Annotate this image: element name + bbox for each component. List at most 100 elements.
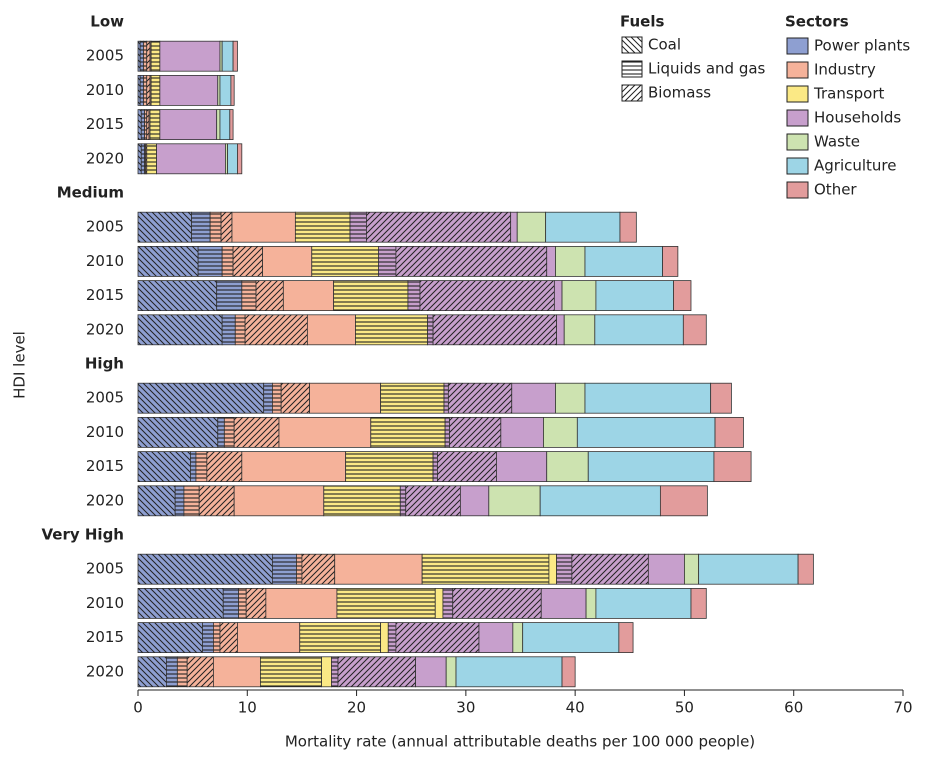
legend-swatch bbox=[786, 61, 809, 79]
bar-segment bbox=[555, 245, 586, 277]
hatch bbox=[224, 417, 235, 448]
bar-segment bbox=[321, 656, 332, 688]
hatch bbox=[378, 246, 396, 277]
bar-segment bbox=[545, 211, 621, 243]
hatch bbox=[199, 485, 235, 516]
hatch bbox=[191, 212, 211, 243]
x-tick-label: 30 bbox=[456, 699, 475, 717]
hatch bbox=[138, 485, 176, 516]
bar-segment bbox=[698, 553, 799, 585]
bar-segment bbox=[797, 553, 814, 585]
hatch bbox=[449, 417, 501, 448]
hatch bbox=[141, 109, 145, 140]
bar-segment bbox=[563, 314, 596, 346]
bar-segment bbox=[662, 245, 679, 277]
y-tick-label: 2005 bbox=[86, 47, 124, 65]
y-tick-label: 2015 bbox=[86, 115, 124, 133]
hatch bbox=[241, 280, 257, 311]
bar-segment bbox=[478, 622, 514, 653]
hatch bbox=[256, 280, 284, 311]
bar-segment bbox=[710, 382, 732, 414]
hatch bbox=[452, 588, 542, 619]
hatch bbox=[437, 451, 497, 482]
bar-segment bbox=[543, 416, 578, 448]
hatch bbox=[198, 246, 223, 277]
x-tick-label: 40 bbox=[566, 699, 585, 717]
hatch bbox=[143, 41, 147, 72]
bar-segment bbox=[278, 416, 372, 448]
group-label: Very High bbox=[42, 526, 124, 544]
group-label: Medium bbox=[57, 184, 124, 202]
legend-swatch bbox=[786, 109, 809, 127]
bar-segment bbox=[512, 622, 524, 653]
hatch bbox=[323, 485, 401, 516]
bar-segment bbox=[237, 143, 243, 175]
bar-segment bbox=[659, 485, 708, 517]
legend-label: Waste bbox=[814, 133, 860, 151]
bar-segment bbox=[546, 245, 556, 277]
bar-segment bbox=[219, 109, 231, 140]
hatch bbox=[296, 554, 302, 585]
legend-label: Power plants bbox=[814, 37, 910, 55]
bar-segment bbox=[595, 280, 674, 312]
bar-segment bbox=[237, 622, 301, 653]
hatch bbox=[234, 417, 279, 448]
hatch bbox=[222, 246, 234, 277]
bar-segment bbox=[233, 485, 325, 517]
hatch bbox=[442, 588, 453, 619]
hatch bbox=[400, 485, 406, 516]
x-axis-label: Mortality rate (annual attributable deat… bbox=[285, 733, 755, 751]
hatch bbox=[187, 656, 214, 687]
legend-swatch bbox=[786, 133, 809, 151]
bar-segment bbox=[594, 314, 684, 346]
bar-segment bbox=[219, 75, 232, 106]
bar-segment bbox=[445, 656, 457, 688]
legend-label: Transport bbox=[813, 85, 885, 103]
hatch bbox=[151, 75, 160, 106]
hatch bbox=[143, 75, 147, 106]
hatch bbox=[445, 417, 450, 448]
hatch bbox=[146, 109, 149, 140]
bar-segment bbox=[241, 451, 347, 483]
hatch bbox=[138, 451, 191, 482]
bar-segment bbox=[584, 382, 712, 414]
bar-segment bbox=[690, 588, 707, 619]
y-tick-label: 2020 bbox=[86, 662, 124, 680]
hatch bbox=[235, 314, 246, 345]
hatch bbox=[395, 246, 547, 277]
bar-segment bbox=[500, 416, 544, 448]
x-tick-label: 50 bbox=[675, 699, 694, 717]
legend-label: Industry bbox=[814, 61, 876, 79]
legend-label: Liquids and gas bbox=[648, 60, 766, 78]
bar-segment bbox=[380, 622, 389, 653]
hatch bbox=[246, 588, 266, 619]
bar-segment bbox=[159, 75, 219, 106]
bar-segment bbox=[618, 622, 634, 653]
y-tick-label: 2005 bbox=[86, 218, 124, 236]
hatch bbox=[138, 75, 141, 106]
group-label: High bbox=[85, 355, 124, 373]
hatch bbox=[138, 143, 142, 174]
bar-segment bbox=[459, 485, 490, 517]
legend-swatch bbox=[786, 181, 809, 199]
bar-segment bbox=[231, 211, 296, 243]
hatch bbox=[263, 383, 273, 414]
bar-segment bbox=[415, 656, 447, 688]
bar-segment bbox=[556, 314, 565, 346]
bar-segment bbox=[522, 622, 620, 653]
bar-segment bbox=[434, 588, 444, 619]
hatch bbox=[299, 622, 381, 653]
hatch bbox=[380, 383, 444, 414]
hatch bbox=[222, 314, 236, 345]
y-tick-label: 2020 bbox=[86, 491, 124, 509]
legend-swatch bbox=[786, 85, 809, 103]
bar-segment bbox=[156, 143, 226, 175]
hatch bbox=[151, 41, 160, 72]
y-tick-label: 2010 bbox=[86, 252, 124, 270]
bar-segment bbox=[516, 211, 547, 243]
x-tick-label: 0 bbox=[133, 699, 143, 717]
bar-segment bbox=[229, 109, 234, 140]
bar-segment bbox=[159, 40, 221, 72]
y-tick-label: 2020 bbox=[86, 320, 124, 338]
